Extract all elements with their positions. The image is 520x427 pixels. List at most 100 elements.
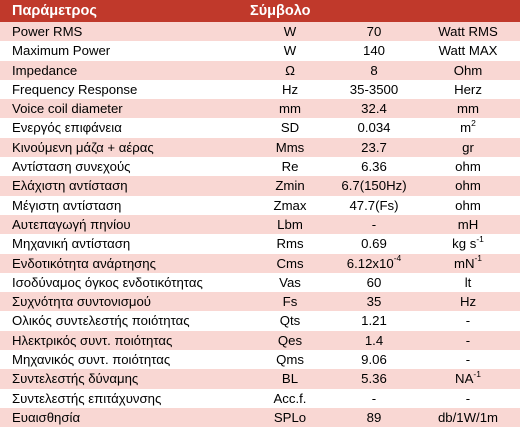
parameter-name: Ευαισθησία: [12, 408, 248, 427]
parameter-symbol-text: Fs: [282, 294, 298, 310]
parameter-value: 0.034: [330, 118, 418, 137]
parameter-value: 35-3500: [330, 80, 418, 99]
parameter-unit-text: mm: [457, 101, 479, 117]
parameter-name: Maximum Power: [12, 41, 248, 60]
parameter-name-text: Ολικός συντελεστής ποιότητας: [12, 313, 190, 329]
parameter-value-text: 35: [366, 294, 382, 310]
table-row: Maximum Power W 140 Watt MAX: [0, 41, 520, 61]
parameter-value: 32.4: [330, 99, 418, 118]
parameter-unit: lt: [420, 273, 516, 292]
parameter-unit-text: Herz: [454, 81, 482, 97]
parameter-value-text: 1.4: [364, 332, 384, 348]
parameter-unit-text: -: [465, 352, 471, 368]
parameter-name: Power RMS: [12, 22, 248, 41]
parameter-value: 35: [330, 292, 418, 311]
parameter-unit: mH: [420, 215, 516, 234]
parameter-symbol-text: Qms: [276, 352, 304, 368]
parameter-symbol-text: SPLo: [273, 409, 307, 425]
parameter-symbol: BL: [250, 369, 330, 388]
parameter-unit: m2: [420, 118, 516, 137]
parameter-symbol: Mms: [250, 138, 330, 157]
table-body: Power RMS W 70 Watt RMS Maximum Power W 140 Wat…: [0, 22, 520, 427]
table-row: Αντίσταση συνεχούς Re 6.36 ohm: [0, 157, 520, 177]
parameter-name-text: Ισοδύναμος όγκος ενδοτικότητας: [12, 274, 203, 290]
parameter-unit: -: [420, 311, 516, 330]
parameter-name-text: Ελάχιστη αντίσταση: [12, 178, 128, 194]
parameter-unit: -: [420, 389, 516, 408]
parameter-value-text: 9.06: [361, 352, 387, 368]
parameter-name: Συντελεστής επιτάχυνσης: [12, 389, 248, 408]
parameter-unit-text: Ohm: [453, 62, 483, 78]
parameter-symbol-text: Qes: [277, 332, 303, 348]
parameter-unit: Ohm: [420, 61, 516, 80]
table-row: Ευαισθησία SPLo 89 db/1W/1m: [0, 407, 520, 427]
parameter-unit: mm: [420, 99, 516, 118]
parameter-symbol: Qts: [250, 311, 330, 330]
parameter-name-text: Ενεργός επιφάνεια: [12, 120, 122, 136]
parameter-value-text: 32.4: [361, 101, 387, 117]
parameter-unit-text: -: [465, 332, 471, 348]
parameter-unit-text: m: [460, 120, 472, 136]
parameter-unit-superscript: -1: [473, 368, 481, 379]
parameter-value: 60: [330, 273, 418, 292]
parameter-name-text: Ηλεκτρικός συντ. ποιότητας: [12, 332, 173, 348]
parameter-symbol-text: mm: [279, 101, 301, 117]
parameter-symbol: Zmax: [250, 196, 330, 215]
parameter-value-text: 0.69: [361, 236, 387, 252]
parameter-unit-text: Hz: [459, 294, 477, 310]
parameter-value-text: 23.7: [361, 139, 387, 155]
table-row: Ολικός συντελεστής ποιότητας Qts 1.21 -: [0, 311, 520, 331]
parameter-symbol-text: Mms: [275, 139, 305, 155]
parameter-unit: db/1W/1m: [420, 408, 516, 427]
table-row: Impedance Ω 8 Ohm: [0, 60, 520, 80]
parameter-name-text: Μηχανικός συντ. ποιότητας: [12, 352, 171, 368]
parameter-name: Αντίσταση συνεχούς: [12, 157, 248, 176]
parameter-name-text: Συντελεστής δύναμης: [12, 371, 139, 387]
parameter-value-text: 70: [366, 24, 382, 39]
parameter-name: Μέγιστη αντίσταση: [12, 196, 248, 215]
parameter-name: Συντελεστής δύναμης: [12, 369, 248, 388]
parameter-value: 5.36: [330, 369, 418, 388]
parameter-unit: ohm: [420, 157, 516, 176]
parameter-value-text: 6.36: [361, 159, 387, 175]
parameter-unit: Watt RMS: [420, 22, 516, 41]
parameter-name: Ηλεκτρικός συντ. ποιότητας: [12, 331, 248, 350]
parameter-symbol: Lbm: [250, 215, 330, 234]
parameter-name-text: Αντίσταση συνεχούς: [12, 159, 131, 175]
table-row: Μηχανική αντίσταση Rms 0.69 kg s-1: [0, 234, 520, 254]
parameter-unit-text: -: [465, 390, 471, 406]
table-row: Μέγιστη αντίσταση Zmax 47.7(Fs) ohm: [0, 195, 520, 215]
table-row: Frequency Response Hz 35-3500 Herz: [0, 79, 520, 100]
parameter-symbol: Acc.f.: [250, 389, 330, 408]
table-row: Ελάχιστη αντίσταση Zmin 6.7(150Hz) ohm: [0, 176, 520, 196]
parameter-value: 8: [330, 61, 418, 80]
parameter-unit-text: mN: [453, 255, 475, 271]
parameter-value: 1.4: [330, 331, 418, 350]
parameter-name: Ενδοτικότητα ανάρτησης: [12, 254, 248, 273]
table-header: Παράμετρος Σύμβολο: [0, 0, 520, 22]
parameter-value-text: -: [371, 390, 377, 406]
parameter-value-text: 6.12x10: [346, 255, 394, 271]
parameter-symbol: Fs: [250, 292, 330, 311]
parameter-name-text: Μηχανική αντίσταση: [12, 236, 131, 252]
parameter-symbol-text: Re: [281, 159, 299, 175]
parameter-unit: -: [420, 331, 516, 350]
parameter-value: 47.7(Fs): [330, 196, 418, 215]
parameter-name-text: Ευαισθησία: [12, 409, 81, 425]
parameter-name: Κινούμενη μάζα + αέρας: [12, 138, 248, 157]
table-row: Ενδοτικότητα ανάρτησης Cms 6.12x10-4 mN-1: [0, 253, 520, 273]
parameter-symbol-text: Zmin: [275, 178, 305, 194]
parameter-value: -: [330, 389, 418, 408]
parameter-unit: ohm: [420, 176, 516, 195]
parameter-unit-text: ohm: [455, 178, 481, 194]
parameter-unit: kg s-1: [420, 234, 516, 253]
parameter-unit-text: lt: [464, 274, 472, 290]
symbol-column-header: Σύμβολο: [250, 3, 311, 19]
parameter-symbol-text: Ω: [285, 62, 295, 78]
parameter-unit: Herz: [420, 80, 516, 99]
parameter-value: 70: [330, 22, 418, 41]
parameter-value-text: -: [371, 216, 377, 232]
parameter-column-header: Παράμετρος: [12, 3, 97, 19]
parameter-name: Ισοδύναμος όγκος ενδοτικότητας: [12, 273, 248, 292]
